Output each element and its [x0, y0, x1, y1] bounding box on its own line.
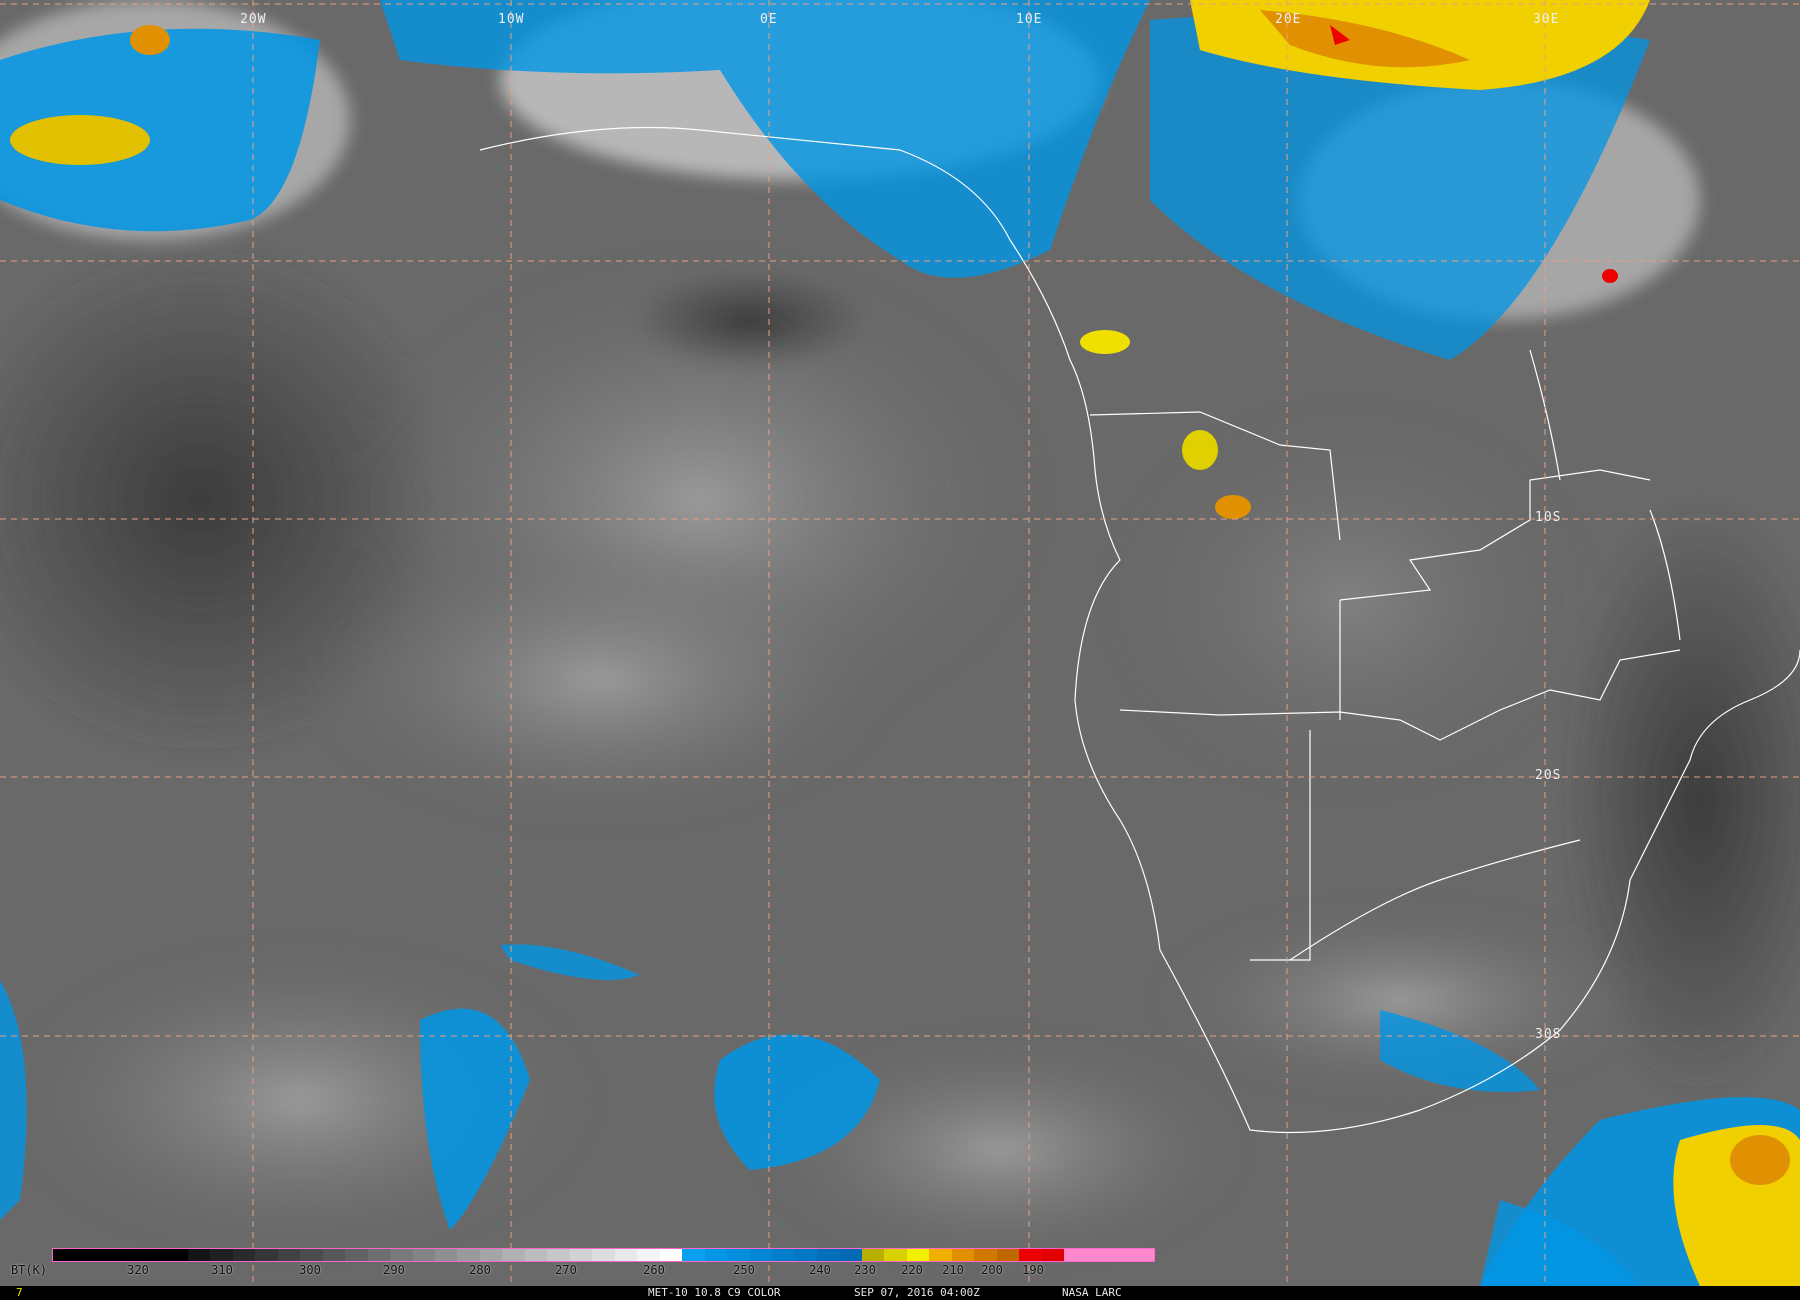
- coastlines-and-borders: [479, 126, 1800, 1134]
- lon-label-10e: 10E: [1016, 12, 1043, 27]
- lat-label-10s: 10S: [1535, 510, 1562, 525]
- colorbar-segment: [457, 1249, 480, 1261]
- colorbar-segment: [772, 1249, 795, 1261]
- colorbar-segment: [277, 1249, 301, 1261]
- footer-bar: 7 MET-10 10.8 C9 COLOR SEP 07, 2016 04:0…: [0, 1286, 1800, 1300]
- colorbar-unit-label: BT(K): [10, 1263, 48, 1277]
- colorbar-segment: [1109, 1249, 1132, 1261]
- lat-label-30s: 30S: [1535, 1027, 1562, 1042]
- colorbar-segment: [569, 1249, 593, 1261]
- colorbar-segment: [816, 1249, 840, 1261]
- colorbar-tick-label: 290: [383, 1263, 405, 1277]
- colorbar-segment: [1131, 1249, 1154, 1261]
- colorbar-tick-label: 240: [809, 1263, 831, 1277]
- colorbar-segment: [345, 1249, 368, 1261]
- colorbar-segment: [322, 1249, 346, 1261]
- colorbar-segment: [434, 1249, 458, 1261]
- lat-label-20s: 20S: [1535, 768, 1562, 783]
- frame-number: 7: [16, 1286, 23, 1299]
- colorbar-segment: [210, 1249, 233, 1261]
- colorbar-segment: [749, 1249, 772, 1261]
- colorbar-segment: [884, 1249, 907, 1261]
- colorbar-segment: [367, 1249, 391, 1261]
- lon-label-20w: 20W: [240, 12, 267, 27]
- colorbar-segment: [929, 1249, 952, 1261]
- colorbar-segment: [1086, 1249, 1110, 1261]
- colorbar-segment: [637, 1249, 660, 1261]
- colorbar-tick-label: 260: [643, 1263, 665, 1277]
- colorbar-segment: [974, 1249, 997, 1261]
- colorbar-segment: [614, 1249, 638, 1261]
- colorbar-segment: [659, 1249, 683, 1261]
- datetime-label: SEP 07, 2016 04:00Z: [854, 1286, 980, 1299]
- colorbar-tick-label: 200: [981, 1263, 1003, 1277]
- colorbar-tick-label: 300: [299, 1263, 321, 1277]
- colorbar-tick-label: 310: [211, 1263, 233, 1277]
- colorbar-segment: [165, 1249, 188, 1261]
- colorbar-segment: [390, 1249, 413, 1261]
- colorbar-tick-label: 190: [1022, 1263, 1044, 1277]
- colorbar-segment: [53, 1249, 76, 1261]
- colorbar-segment: [861, 1249, 885, 1261]
- colorbar-tick-label: 220: [901, 1263, 923, 1277]
- colorbar-segment: [255, 1249, 278, 1261]
- colorbar-segment: [794, 1249, 817, 1261]
- colorbar-segment: [1064, 1249, 1087, 1261]
- colorbar-segment: [682, 1249, 705, 1261]
- colorbar-segment: [704, 1249, 728, 1261]
- colorbar-tick-label: 280: [469, 1263, 491, 1277]
- colorbar-segment: [300, 1249, 323, 1261]
- colorbar-segment: [592, 1249, 615, 1261]
- colorbar-segment: [97, 1249, 121, 1261]
- colorbar-segment: [839, 1249, 862, 1261]
- colorbar-segment: [996, 1249, 1020, 1261]
- colorbar-segment: [75, 1249, 98, 1261]
- colorbar-segment: [1041, 1249, 1065, 1261]
- colorbar-segment: [547, 1249, 570, 1261]
- colorbar-segment: [412, 1249, 435, 1261]
- colorbar-segment: [906, 1249, 930, 1261]
- colorbar-segment: [232, 1249, 256, 1261]
- credit-label: NASA LARC: [1062, 1286, 1122, 1299]
- colorbar-segment: [120, 1249, 143, 1261]
- colorbar-segment: [727, 1249, 750, 1261]
- brightness-temperature-colorbar: [52, 1248, 1155, 1262]
- colorbar-tick-label: 210: [942, 1263, 964, 1277]
- colorbar-tick-label: 250: [733, 1263, 755, 1277]
- lon-label-30e: 30E: [1533, 12, 1560, 27]
- colorbar-tick-label: 320: [127, 1263, 149, 1277]
- colorbar-segment: [502, 1249, 525, 1261]
- lon-label-20e: 20E: [1275, 12, 1302, 27]
- cloud-texture: [0, 0, 1800, 1270]
- colorbar-segment: [524, 1249, 548, 1261]
- colorbar-segment: [479, 1249, 503, 1261]
- colorbar-segment: [951, 1249, 975, 1261]
- colorbar-segment: [1019, 1249, 1042, 1261]
- lon-label-10w: 10W: [498, 12, 525, 27]
- colorbar-segment: [142, 1249, 166, 1261]
- colorbar-tick-label: 230: [854, 1263, 876, 1277]
- product-label: MET-10 10.8 C9 COLOR: [648, 1286, 781, 1299]
- lon-label-0e: 0E: [760, 12, 778, 27]
- colorbar-segment: [187, 1249, 211, 1261]
- colorbar-tick-label: 270: [555, 1263, 577, 1277]
